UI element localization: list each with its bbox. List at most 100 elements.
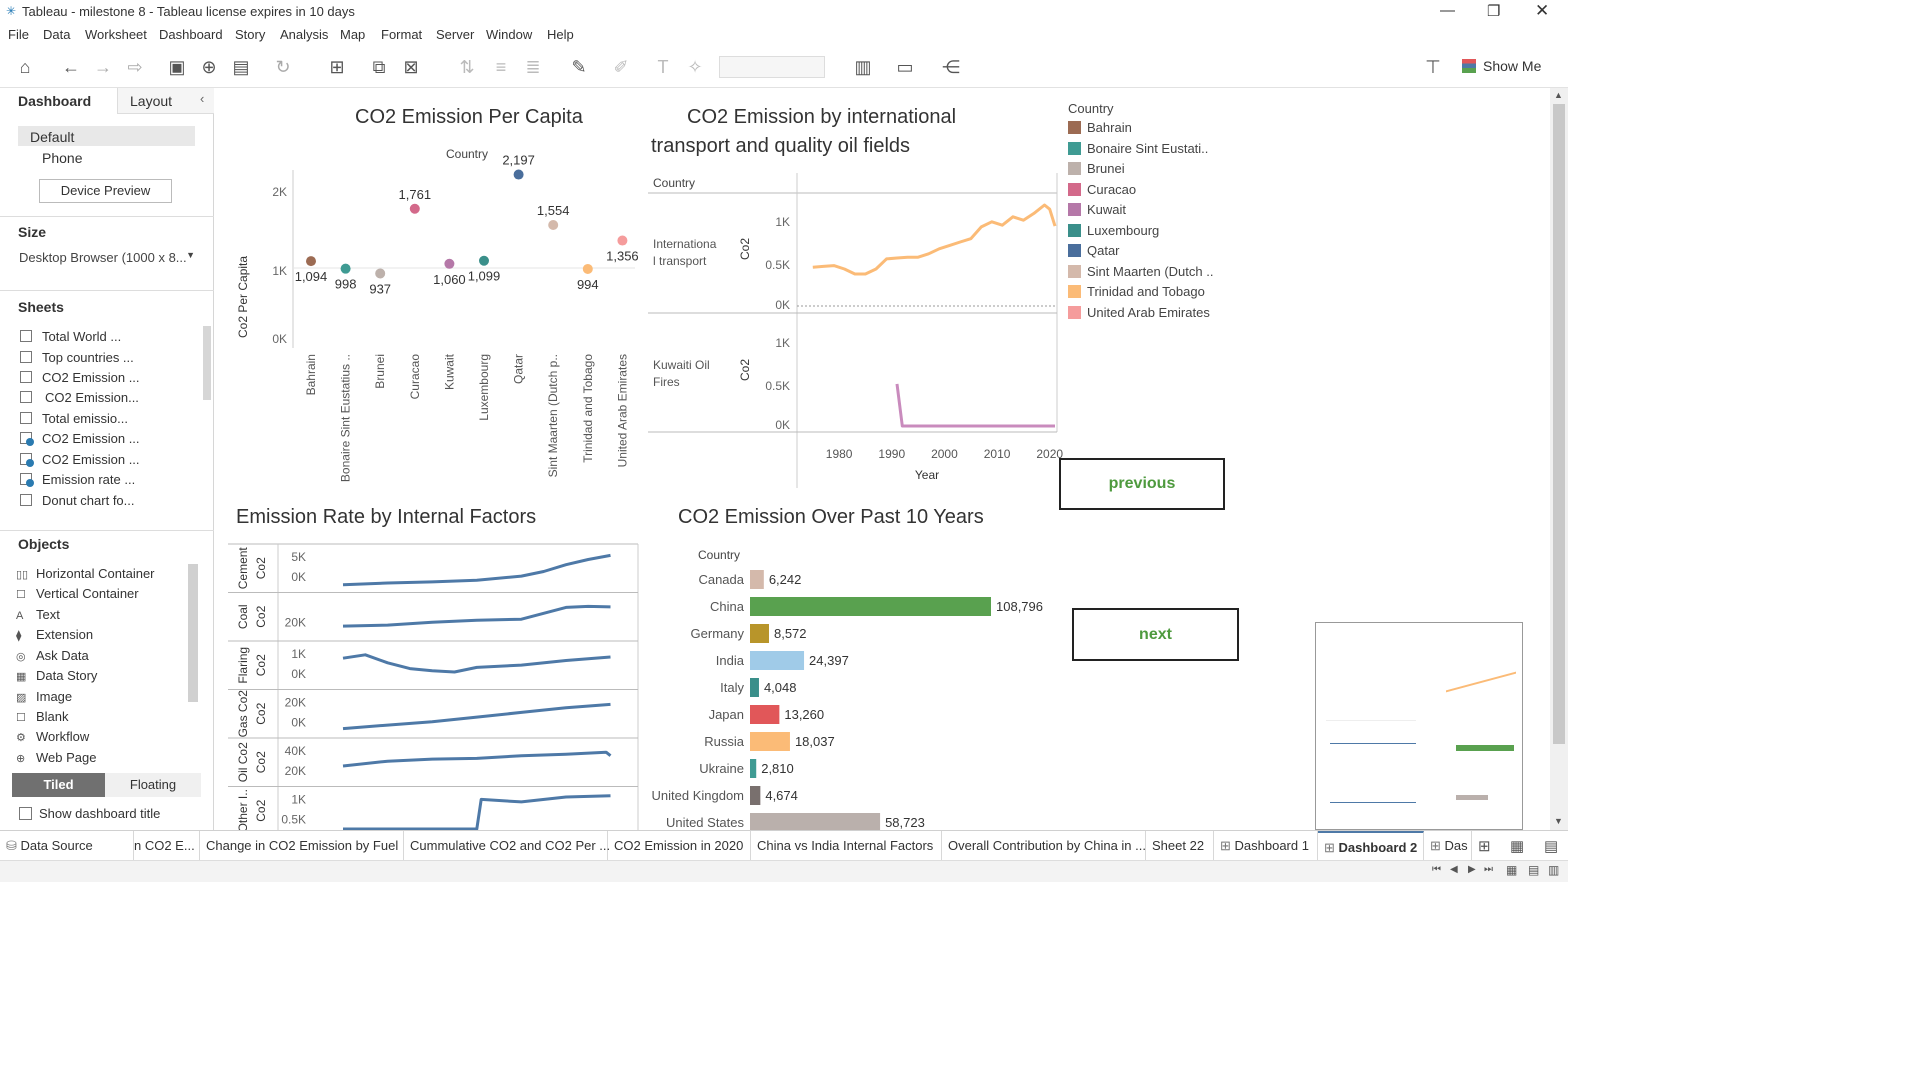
sheet-tab[interactable]: Change in CO2 Emission by Fuel <box>200 831 404 861</box>
data-point[interactable] <box>513 169 524 180</box>
bar[interactable] <box>750 570 764 589</box>
object-vertical-container[interactable]: ☐ Vertical Container <box>16 586 139 601</box>
sheet-item[interactable]: Donut chart fo... <box>20 493 135 508</box>
scroll-down-icon[interactable]: ▼ <box>1554 816 1563 826</box>
bar[interactable] <box>750 732 790 751</box>
format-painter-icon[interactable]: ⊤ <box>1425 57 1441 77</box>
collapse-icon[interactable]: ‹ <box>200 91 205 106</box>
legend-item[interactable]: Trinidad and Tobago <box>1068 284 1205 299</box>
new-data-source-icon[interactable]: ⊕ <box>201 57 217 77</box>
prev-page-icon[interactable]: ◀ <box>1450 864 1458 875</box>
bar[interactable] <box>750 813 881 830</box>
legend-item[interactable]: Bonaire Sint Eustati.. <box>1068 141 1208 156</box>
bar[interactable] <box>750 786 761 805</box>
close-icon[interactable]: ✕ <box>1535 1 1550 20</box>
presentation-icon[interactable]: ▭ <box>896 57 914 77</box>
object-text[interactable]: A Text <box>16 607 60 622</box>
dashboard-thumbnail[interactable] <box>1315 622 1523 830</box>
object-web-page[interactable]: ⊕ Web Page <box>16 750 96 765</box>
object-extension[interactable]: ⧫ Extension <box>16 627 93 642</box>
sheet-tab[interactable]: CO2 Emission in 2020 <box>608 831 751 861</box>
sort-asc-icon[interactable]: ≡ <box>495 57 507 77</box>
sheet-item[interactable]: CO2 Emission ... <box>20 452 140 467</box>
clear-sheet-icon[interactable]: ⊠ <box>403 57 419 77</box>
dashboard-tab-active[interactable]: ⊞ Dashboard 2 <box>1318 831 1424 861</box>
data-point[interactable] <box>617 235 628 246</box>
sheet-tab[interactable]: Sheet 22 <box>1146 831 1214 861</box>
list-view-icon[interactable]: ▤ <box>1528 863 1540 877</box>
legend-item[interactable]: Brunei <box>1068 161 1125 176</box>
bar[interactable] <box>750 651 805 670</box>
objects-scrollbar[interactable] <box>188 564 198 702</box>
refresh-icon[interactable]: ↻ <box>275 57 291 77</box>
menu-file[interactable]: File <box>8 27 29 42</box>
sort-desc-icon[interactable]: ≣ <box>525 57 541 77</box>
legend-item[interactable]: Luxembourg <box>1068 223 1159 238</box>
legend-item[interactable]: Kuwait <box>1068 202 1126 217</box>
series-line[interactable] <box>812 203 1057 276</box>
size-dropdown[interactable]: Desktop Browser (1000 x 8... ▼ <box>19 250 197 265</box>
swap-icon[interactable]: ⇅ <box>459 57 475 77</box>
sheet-item[interactable]: CO2 Emission... <box>20 390 139 405</box>
data-point[interactable] <box>340 263 351 274</box>
sheet-item[interactable]: CO2 Emission ... <box>20 370 140 385</box>
data-point[interactable] <box>479 255 489 266</box>
tiled-button[interactable]: Tiled <box>12 773 105 797</box>
data-point[interactable] <box>548 220 559 231</box>
legend-item[interactable]: Sint Maarten (Dutch .. <box>1068 264 1213 279</box>
canvas-scrollbar[interactable]: ▲ ▼ <box>1550 88 1568 830</box>
series-line[interactable] <box>343 794 611 830</box>
floating-button[interactable]: Floating <box>105 773 201 797</box>
next-page-icon[interactable]: ▶ <box>1468 864 1476 875</box>
series-line[interactable] <box>342 702 611 731</box>
series-line[interactable] <box>342 750 612 768</box>
object-ask-data[interactable]: ◎ Ask Data <box>16 648 89 663</box>
dashboard-tab[interactable]: ⊞ Das <box>1424 831 1472 861</box>
replay-icon[interactable]: ⇨ <box>127 57 143 77</box>
menu-server[interactable]: Server <box>436 27 475 42</box>
redo-icon[interactable]: → <box>94 57 112 77</box>
pin-icon[interactable]: ✧ <box>687 57 703 77</box>
object-data-story[interactable]: ▦ Data Story <box>16 668 97 683</box>
sheet-item[interactable]: Emission rate ... <box>20 472 135 487</box>
show-me-icon[interactable] <box>1462 59 1476 73</box>
bar[interactable] <box>750 705 780 724</box>
highlight-icon[interactable]: ✎ <box>571 57 587 77</box>
scroll-thumb[interactable] <box>1553 104 1565 744</box>
undo-icon[interactable]: ← <box>62 57 80 77</box>
sheet-item[interactable]: Total World ... <box>20 329 121 344</box>
sheet-item[interactable]: CO2 Emission ... <box>20 431 140 446</box>
legend-item[interactable]: Curacao <box>1068 182 1136 197</box>
menu-dashboard[interactable]: Dashboard <box>159 27 223 42</box>
new-worksheet-tab-icon[interactable]: ⊞ <box>1478 838 1491 855</box>
dashboard-tab[interactable]: ⊞ Dashboard 1 <box>1214 831 1318 861</box>
series-line[interactable] <box>342 653 611 674</box>
sheet-item[interactable]: Total emissio... <box>20 411 128 426</box>
bar[interactable] <box>750 624 769 643</box>
save-icon[interactable]: ▣ <box>168 57 186 77</box>
home-icon[interactable]: ⌂ <box>19 57 31 77</box>
grid-view-icon[interactable]: ▦ <box>1506 863 1518 877</box>
tab-layout[interactable]: Layout ‹ <box>117 88 214 114</box>
share-icon[interactable]: ⋲ <box>942 57 960 77</box>
menu-format[interactable]: Format <box>381 27 423 42</box>
new-dashboard-tab-icon[interactable]: ▦ <box>1510 838 1525 855</box>
object-image[interactable]: ▨ Image <box>16 689 72 704</box>
duplicate-icon[interactable]: ⧉ <box>372 57 386 77</box>
sheets-scrollbar[interactable] <box>203 326 211 400</box>
menu-help[interactable]: Help <box>547 27 574 42</box>
fit-dropdown[interactable] <box>719 56 825 78</box>
series-line[interactable] <box>342 553 611 587</box>
data-point[interactable] <box>444 258 455 269</box>
next-button[interactable]: next <box>1072 608 1239 661</box>
data-point[interactable] <box>409 203 420 214</box>
new-story-tab-icon[interactable]: ▤ <box>1544 838 1559 855</box>
bar[interactable] <box>750 678 759 697</box>
filmstrip-icon[interactable]: ▥ <box>1548 863 1560 877</box>
annotate-icon[interactable]: ✐ <box>613 57 629 77</box>
show-title-checkbox[interactable] <box>19 807 32 820</box>
first-page-icon[interactable]: ⏮ <box>1432 864 1441 875</box>
menu-window[interactable]: Window <box>486 27 533 42</box>
data-point[interactable] <box>375 268 386 279</box>
legend-item[interactable]: Qatar <box>1068 243 1120 258</box>
